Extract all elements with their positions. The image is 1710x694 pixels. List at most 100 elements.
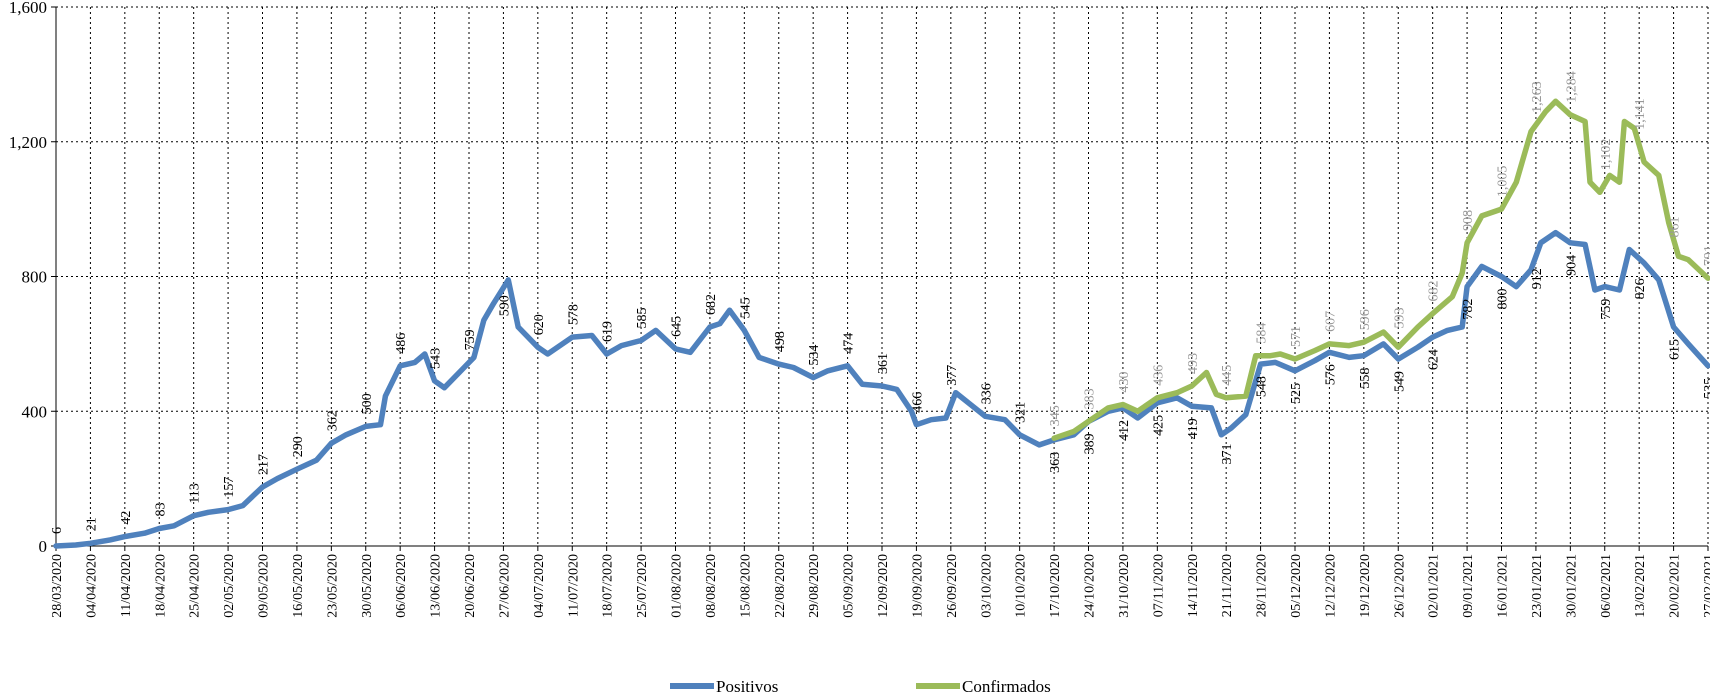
data-label-positivos: 782 xyxy=(1461,299,1476,320)
data-label-positivos: 412 xyxy=(1117,420,1132,441)
x-tick-label: 19/09/2020 xyxy=(910,554,925,618)
x-tick-label: 04/07/2020 xyxy=(532,554,547,618)
data-label-confirmados: 1,102 xyxy=(1599,139,1614,171)
x-tick-label: 12/09/2020 xyxy=(876,554,891,618)
data-label-positivos: 474 xyxy=(842,333,857,354)
x-tick-label: 09/05/2020 xyxy=(257,554,272,618)
x-tick-label: 30/05/2020 xyxy=(360,554,375,618)
x-tick-label: 05/12/2020 xyxy=(1289,554,1304,618)
data-label-positivos: 498 xyxy=(773,331,788,352)
data-label-positivos: 362 xyxy=(325,410,340,431)
x-tick-label: 06/02/2021 xyxy=(1599,554,1614,618)
data-labels: 6 21 42 83 113 157 217 290 362 500 486 543 759 590 620… xyxy=(50,71,1710,534)
x-tick-label: 02/05/2020 xyxy=(222,554,237,618)
x-tick-label: 28/03/2020 xyxy=(50,554,65,618)
data-label-confirmados: 445 xyxy=(1220,365,1235,386)
series-line-confirmados xyxy=(1051,98,1710,441)
data-label-confirmados: 493 xyxy=(1186,353,1201,374)
x-tick-label: 11/07/2020 xyxy=(566,554,581,617)
data-label-confirmados: 430 xyxy=(1117,372,1132,393)
y-tick-label: 400 xyxy=(22,402,48,421)
legend-label-positivos: Positivos xyxy=(716,677,778,694)
data-label-positivos: 576 xyxy=(1323,364,1338,385)
data-label-confirmados: 1,284 xyxy=(1564,71,1579,103)
data-label-positivos: 42 xyxy=(119,511,134,525)
x-tick-label: 01/08/2020 xyxy=(670,554,685,618)
x-tick-label: 06/06/2020 xyxy=(394,554,409,618)
x-tick-label: 15/08/2020 xyxy=(738,554,753,618)
x-tick-label: 03/10/2020 xyxy=(979,554,994,618)
x-tick-label: 25/07/2020 xyxy=(635,554,650,618)
x-tick-label: 22/08/2020 xyxy=(773,554,788,618)
x-tick-label: 30/01/2021 xyxy=(1564,554,1579,618)
data-label-positivos: 590 xyxy=(497,295,512,316)
data-label-positivos: 217 xyxy=(257,454,272,475)
data-label-confirmados: 1,005 xyxy=(1496,166,1511,198)
x-tick-label: 19/12/2020 xyxy=(1358,554,1373,618)
x-axis-ticks: 28/03/2020 04/04/2020 11/04/2020 18/04/2020… xyxy=(50,554,1710,618)
data-label-confirmados: 436 xyxy=(1151,365,1166,386)
series-lines xyxy=(53,98,1710,549)
data-label-positivos: 624 xyxy=(1427,349,1442,370)
x-tick-label: 18/07/2020 xyxy=(601,554,616,618)
legend: Positivos Confirmados xyxy=(670,677,1051,694)
data-label-positivos: 549 xyxy=(1392,371,1407,392)
data-label-positivos: 800 xyxy=(1496,289,1511,310)
x-tick-label: 21/11/2020 xyxy=(1220,554,1235,617)
data-label-positivos: 425 xyxy=(1151,415,1166,436)
data-label-positivos: 826 xyxy=(1633,278,1648,299)
data-label-confirmados: 571 xyxy=(1289,326,1304,347)
data-label-positivos: 363 xyxy=(1048,452,1063,473)
data-label-confirmados: 584 xyxy=(1255,323,1270,344)
y-tick-label: 800 xyxy=(22,268,48,287)
data-label-positivos: 545 xyxy=(738,297,753,318)
data-label-confirmados: 1,141 xyxy=(1633,98,1648,130)
data-label-positivos: 645 xyxy=(670,316,685,337)
x-tick-label: 04/04/2020 xyxy=(84,554,99,618)
x-tick-label: 02/01/2021 xyxy=(1427,554,1442,618)
data-label-positivos: 389 xyxy=(1083,433,1098,454)
x-tick-label: 28/11/2020 xyxy=(1255,554,1270,617)
data-label-positivos: 578 xyxy=(566,304,581,325)
x-tick-label: 16/01/2021 xyxy=(1496,554,1511,618)
data-label-confirmados: 345 xyxy=(1048,405,1063,426)
y-axis-ticks: 0 400 800 1,200 1,600 xyxy=(9,0,47,556)
grid-lines xyxy=(55,6,1709,546)
data-label-positivos: 321 xyxy=(1014,402,1029,423)
x-tick-label: 29/08/2020 xyxy=(807,554,822,618)
y-tick-label: 1,200 xyxy=(9,133,47,152)
data-label-positivos: 619 xyxy=(601,321,616,342)
x-tick-label: 11/04/2020 xyxy=(119,554,134,617)
data-label-positivos: 377 xyxy=(945,365,960,386)
x-tick-label: 13/02/2021 xyxy=(1633,554,1648,618)
data-label-confirmados: 383 xyxy=(1083,388,1098,409)
x-tick-label: 27/02/2021 xyxy=(1702,554,1710,618)
x-tick-label: 23/05/2020 xyxy=(325,554,340,618)
data-label-positivos: 486 xyxy=(394,333,409,354)
data-label-positivos: 759 xyxy=(463,329,478,350)
data-label-positivos: 525 xyxy=(1289,383,1304,404)
data-label-positivos: 500 xyxy=(360,393,375,414)
data-label-positivos: 290 xyxy=(291,436,306,457)
data-label-positivos: 419 xyxy=(1186,418,1201,439)
x-tick-label: 08/08/2020 xyxy=(704,554,719,618)
data-label-confirmados: 861 xyxy=(1668,217,1683,238)
data-label-positivos: 904 xyxy=(1564,255,1579,276)
data-label-positivos: 113 xyxy=(188,483,203,503)
data-label-confirmados: 593 xyxy=(1392,308,1407,329)
data-label-positivos: 157 xyxy=(222,477,237,498)
data-label-positivos: 759 xyxy=(1599,299,1614,320)
data-label-confirmados: 1,263 xyxy=(1530,81,1545,113)
data-label-positivos: 682 xyxy=(704,294,719,315)
legend-label-confirmados: Confirmados xyxy=(962,677,1051,694)
x-tick-label: 14/11/2020 xyxy=(1186,554,1201,617)
x-tick-label: 18/04/2020 xyxy=(153,554,168,618)
x-tick-label: 31/10/2020 xyxy=(1117,554,1132,618)
data-label-confirmados: 596 xyxy=(1358,309,1373,330)
x-tick-label: 17/10/2020 xyxy=(1048,554,1063,618)
data-label-positivos: 620 xyxy=(532,314,547,335)
x-tick-label: 07/11/2020 xyxy=(1151,554,1166,617)
data-label-confirmados: 791 xyxy=(1702,245,1710,266)
x-tick-label: 26/09/2020 xyxy=(945,554,960,618)
